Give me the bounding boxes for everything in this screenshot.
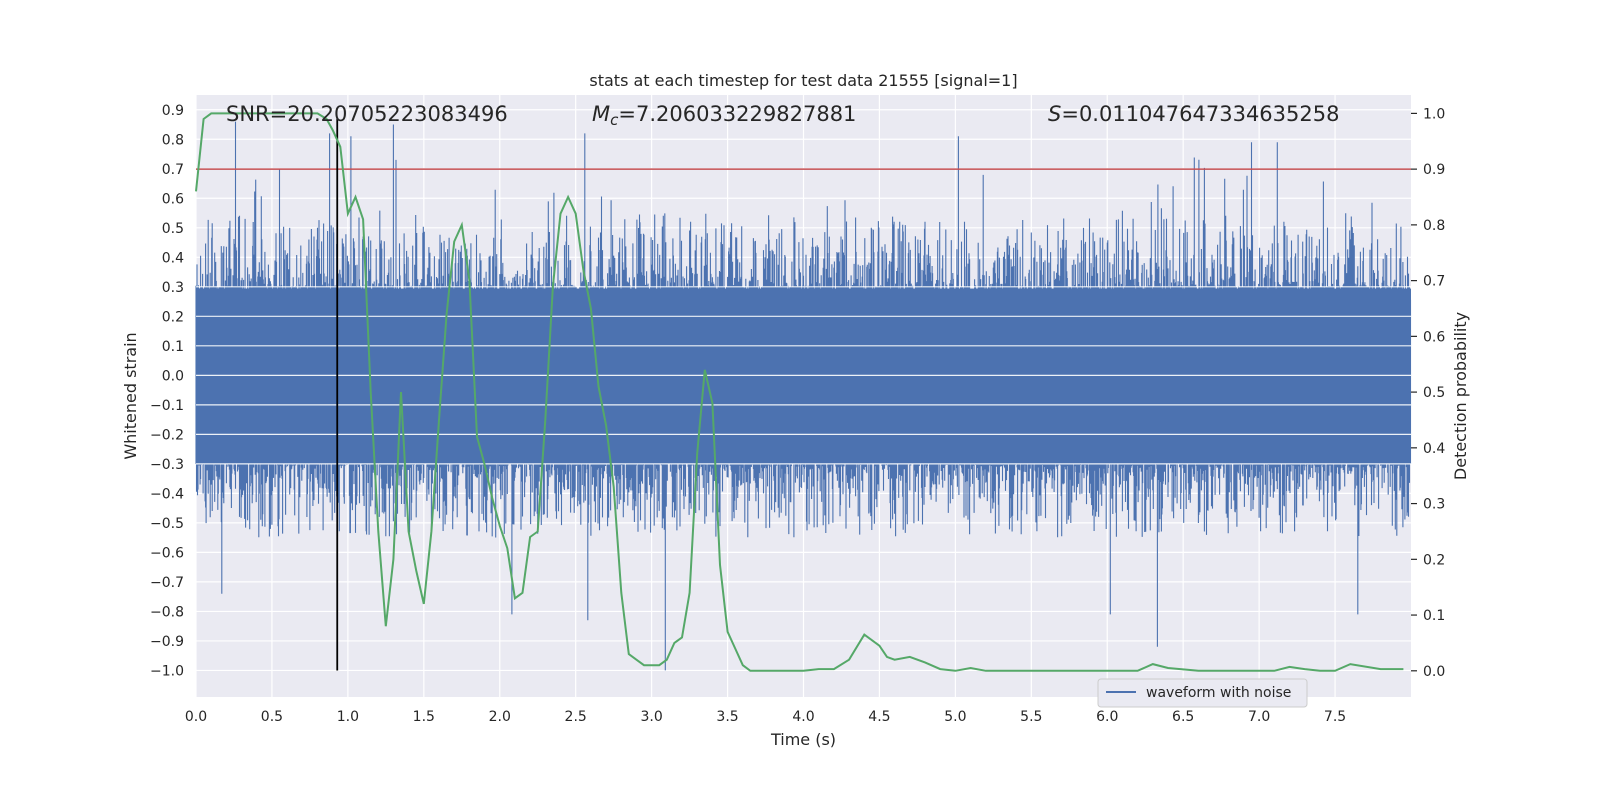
left-tick-label: −0.3 (150, 457, 184, 473)
x-tick-label: 1.0 (337, 709, 359, 725)
mc-symbol: M (592, 102, 610, 126)
left-tick-label: −0.5 (150, 516, 184, 532)
right-tick-label: 0.8 (1423, 218, 1445, 234)
right-tick-label: 0.9 (1423, 162, 1445, 178)
x-tick-label: 4.0 (792, 709, 814, 725)
right-tick-label: 0.0 (1423, 664, 1445, 680)
right-axis-label: Detection probability (1451, 312, 1470, 480)
probability-series (195, 112, 1404, 672)
right-tick-label: 0.7 (1423, 274, 1445, 290)
x-tick-label: 7.0 (1248, 709, 1270, 725)
left-tick-label: 0.7 (162, 162, 184, 178)
x-tick-label: 0.5 (261, 709, 283, 725)
x-tick-label: 7.5 (1324, 709, 1346, 725)
s-annotation: S=0.011047647334635258 (1048, 102, 1339, 126)
x-tick-label: 5.0 (944, 709, 966, 725)
left-tick-label: −0.1 (150, 398, 184, 414)
right-axis-ticks: 1.0 0.9 0.8 0.7 0.6 0.5 0.4 0.3 0.2 0.1 0.0 (1411, 106, 1445, 680)
left-tick-label: 0.6 (162, 191, 184, 207)
left-tick-label: 0.4 (162, 250, 184, 266)
right-tick-label: 0.2 (1423, 552, 1445, 568)
left-tick-label: 0.2 (162, 309, 184, 325)
x-axis-label: Time (s) (770, 730, 836, 749)
legend: waveform with noise (1097, 678, 1308, 708)
x-tick-label: 6.5 (1172, 709, 1194, 725)
snr-annotation: SNR=20.20705223083496 (226, 102, 508, 126)
left-axis-label: Whitened strain (121, 332, 140, 459)
legend-entry-label: waveform with noise (1146, 685, 1291, 701)
legend-box (1097, 678, 1308, 708)
mc-subscript: c (610, 111, 619, 129)
x-tick-label: 1.5 (413, 709, 435, 725)
x-tick-label: 3.5 (716, 709, 738, 725)
left-tick-label: −0.7 (150, 575, 184, 591)
right-tick-label: 0.3 (1423, 497, 1445, 513)
x-tick-label: 3.0 (640, 709, 662, 725)
x-tick-label: 0.0 (185, 709, 207, 725)
s-value: =0.011047647334635258 (1061, 102, 1339, 126)
chirp-mass-annotation: Mc=7.206033229827881 (592, 102, 856, 129)
left-tick-label: 0.1 (162, 339, 184, 355)
left-axis-ticks: 0.9 0.8 0.7 0.6 0.5 0.4 0.3 0.2 0.1 0.0 −0.1 −0.2 −0… (150, 103, 184, 680)
chart-title: stats at each timestep for test data 215… (589, 71, 1017, 90)
left-tick-label: 0.8 (162, 132, 184, 148)
x-axis-ticks: 0.0 0.5 1.0 1.5 2.0 2.5 3.0 3.5 4.0 4.5 5.0 5.5 6.0 6… (185, 709, 1346, 725)
left-tick-label: 0.3 (162, 280, 184, 296)
s-symbol: S (1048, 102, 1061, 126)
left-tick-label: −0.6 (150, 545, 184, 561)
left-tick-label: 0.9 (162, 103, 184, 119)
x-tick-label: 5.5 (1020, 709, 1042, 725)
left-tick-label: 0.0 (162, 368, 184, 384)
left-tick-label: −1.0 (150, 663, 184, 679)
x-tick-label: 4.5 (868, 709, 890, 725)
right-tick-label: 0.1 (1423, 608, 1445, 624)
mc-value: =7.206033229827881 (618, 102, 856, 126)
left-tick-label: 0.5 (162, 221, 184, 237)
right-tick-label: 1.0 (1423, 106, 1445, 122)
x-tick-label: 2.0 (489, 709, 511, 725)
x-tick-label: 6.0 (1096, 709, 1118, 725)
right-tick-label: 0.4 (1423, 441, 1445, 457)
left-tick-label: −0.4 (150, 486, 184, 502)
left-tick-label: −0.2 (150, 427, 184, 443)
left-tick-label: −0.9 (150, 634, 184, 650)
right-tick-label: 0.6 (1423, 329, 1445, 345)
x-tick-label: 2.5 (565, 709, 587, 725)
right-tick-label: 0.5 (1423, 385, 1445, 401)
left-tick-label: −0.8 (150, 604, 184, 620)
